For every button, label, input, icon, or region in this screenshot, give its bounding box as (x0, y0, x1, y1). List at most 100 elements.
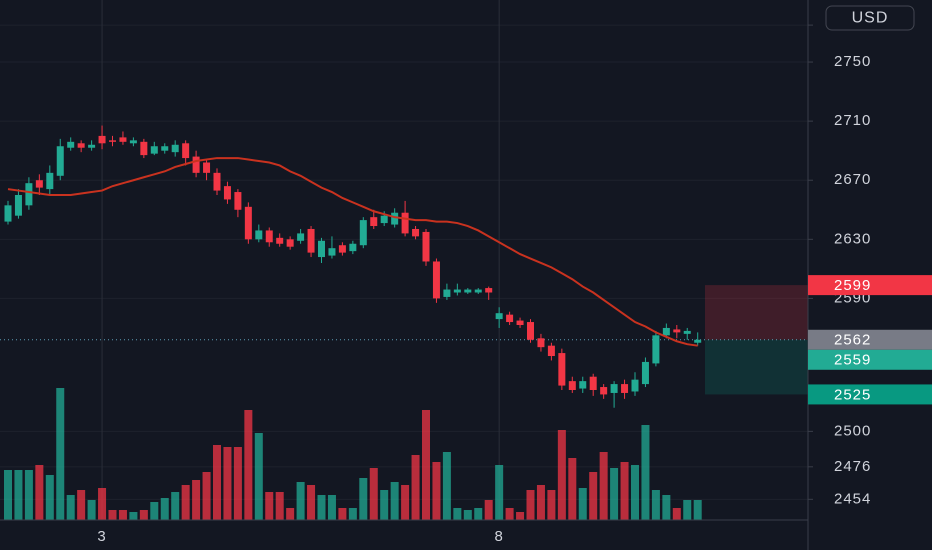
volume-bar (620, 462, 629, 520)
candle-body (192, 156, 200, 173)
candle-body (46, 172, 54, 190)
candle-body (568, 381, 576, 390)
candle-body (558, 353, 566, 386)
volume-bar (35, 465, 44, 520)
volume-bar (369, 468, 378, 520)
volume-bar (651, 490, 660, 520)
position-zone (0, 285, 808, 395)
candle-layer (4, 125, 702, 408)
volume-bar (77, 490, 86, 520)
volume-bar (45, 475, 54, 520)
volume-bar (683, 500, 692, 520)
candle-body (652, 335, 660, 364)
volume-bar (275, 492, 284, 520)
price-tag-label: 2559 (834, 352, 871, 369)
volume-bar (171, 492, 180, 520)
y-tick-label: 2476 (834, 458, 871, 475)
candle-body (662, 327, 670, 336)
candle-body (694, 339, 702, 343)
candle-body (683, 330, 691, 334)
candle-body (25, 183, 33, 206)
volume-bar (453, 508, 462, 520)
volume-bar (495, 465, 504, 520)
volume-bar (474, 508, 483, 520)
volume-bar (568, 458, 577, 520)
volume-bar (631, 465, 639, 520)
price-tag-label: 2525 (834, 386, 871, 403)
price-tags: 2599 2562 2559 2525 (808, 275, 932, 405)
candle-body (370, 217, 378, 227)
volume-bar (4, 470, 12, 520)
candle-body (14, 195, 22, 216)
volume-bar (557, 430, 566, 520)
candle-body (35, 180, 43, 188)
volume-bar (244, 410, 253, 520)
volume-bar (693, 500, 702, 520)
candle-body (307, 228, 315, 253)
candle-body (255, 230, 263, 240)
candle-body (140, 141, 148, 156)
volume-bar (526, 490, 535, 520)
axis-layer: 27752750271026702630259025002476245438 (97, 16, 871, 545)
volume-bar (599, 452, 608, 520)
candle-body (129, 140, 137, 144)
candle-body (412, 228, 420, 237)
y-tick-label: 2630 (834, 230, 871, 247)
volume-bar (223, 447, 232, 520)
candle-body (328, 248, 336, 256)
candle-body (223, 186, 231, 200)
candle-body (56, 146, 64, 176)
candle-body (600, 387, 608, 395)
volume-bar (202, 472, 211, 520)
volume-bar (610, 468, 619, 520)
price-tag (808, 349, 932, 370)
volume-bar (192, 480, 201, 520)
volume-bar (547, 490, 556, 520)
price-tag-label: 2599 (834, 277, 871, 294)
candle-body (391, 212, 399, 225)
candle-body (641, 361, 649, 385)
volume-bar (327, 495, 336, 520)
volume-bar (150, 502, 159, 520)
volume-bar (129, 512, 138, 520)
volume-bar (98, 488, 107, 520)
candle-body (338, 245, 346, 253)
x-tick-label: 8 (494, 528, 503, 545)
candle-body (495, 313, 503, 320)
candle-body (432, 261, 440, 299)
volume-bar (338, 508, 347, 520)
candle-body (297, 233, 305, 241)
moving-average (7, 157, 698, 347)
candle-body (4, 205, 12, 222)
currency-button[interactable] (825, 5, 915, 31)
candle-body (286, 239, 294, 247)
volume-bar (87, 500, 96, 520)
volume-bar (359, 478, 368, 520)
volume-bar (536, 485, 545, 520)
candle-body (610, 384, 618, 393)
price-tag (808, 384, 932, 405)
volume-bar (411, 455, 420, 520)
candle-body (380, 215, 388, 224)
volume-bar (484, 500, 493, 520)
candle-body (631, 379, 639, 392)
volume-bar (432, 462, 441, 520)
candle-body (537, 338, 545, 348)
x-tick-label: 3 (97, 528, 106, 545)
candle-body (349, 243, 357, 252)
candle-body (98, 135, 106, 144)
candle-body (109, 140, 116, 142)
y-tick-label: 2500 (834, 422, 871, 439)
currency-label[interactable]: USD (852, 10, 889, 27)
volume-bar (24, 470, 33, 520)
price-tag (808, 275, 932, 296)
y-tick-label: 2670 (834, 171, 871, 188)
volume-bar (463, 510, 472, 520)
volume-bar (380, 490, 389, 520)
candle-body (318, 240, 325, 258)
candle-body (150, 146, 158, 154)
candle-body (401, 212, 409, 234)
candle-body (119, 137, 127, 142)
